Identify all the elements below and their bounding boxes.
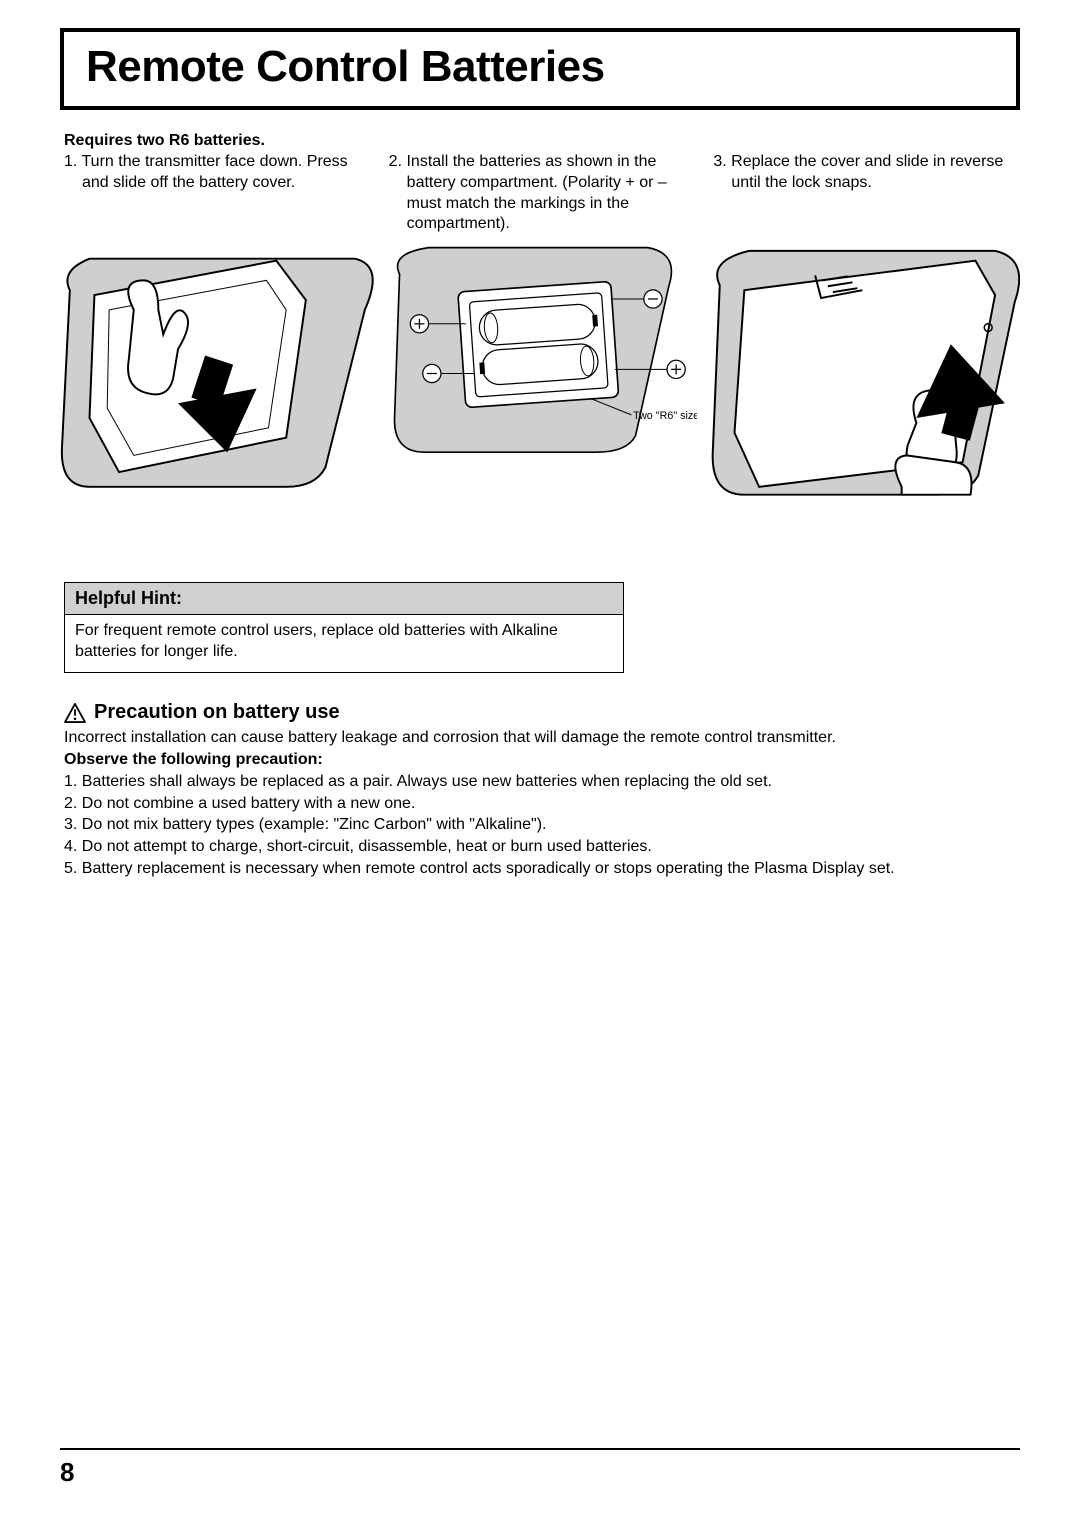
precaution-item-num: 2. xyxy=(64,795,77,812)
observe-heading: Observe the following precaution: xyxy=(64,751,1020,769)
precaution-item-num: 4. xyxy=(64,838,77,855)
precaution-item-num: 1. xyxy=(64,773,77,790)
remote-slide-off-icon xyxy=(60,241,375,497)
precaution-item-text: Do not attempt to charge, short-circuit,… xyxy=(82,838,652,855)
precaution-item: 3. Do not mix battery types (example: "Z… xyxy=(64,814,1020,836)
page: Remote Control Batteries Requires two R6… xyxy=(0,0,1080,1528)
precaution-item-text: Battery replacement is necessary when re… xyxy=(82,860,895,877)
hint-box: Helpful Hint: For frequent remote contro… xyxy=(64,582,624,674)
precaution-item-text: Batteries shall always be replaced as a … xyxy=(82,773,772,790)
precaution-item: 4. Do not attempt to charge, short-circu… xyxy=(64,836,1020,858)
step-1-num: 1. xyxy=(64,153,77,170)
warning-icon xyxy=(64,703,86,723)
hint-body: For frequent remote control users, repla… xyxy=(65,615,623,673)
step-2: 2. Install the batteries as shown in the… xyxy=(389,152,696,235)
step-1: 1. Turn the transmitter face down. Press… xyxy=(64,152,371,235)
footer-rule xyxy=(60,1448,1020,1450)
page-title: Remote Control Batteries xyxy=(86,42,994,92)
step-3-num: 3. xyxy=(713,153,726,170)
title-box: Remote Control Batteries xyxy=(60,28,1020,110)
step-1-text: Turn the transmitter face down. Press an… xyxy=(82,153,348,191)
precaution-intro: Incorrect installation can cause battery… xyxy=(64,728,1020,749)
illustration-1 xyxy=(60,241,375,502)
step-2-text: Install the batteries as shown in the ba… xyxy=(406,153,666,232)
illustration-3 xyxy=(705,241,1020,502)
precaution-item-num: 3. xyxy=(64,816,77,833)
step-3: 3. Replace the cover and slide in revers… xyxy=(713,152,1020,235)
precaution-item: 1. Batteries shall always be replaced as… xyxy=(64,771,1020,793)
battery-install-icon: Two "R6" size xyxy=(383,241,698,456)
precaution-list: 1. Batteries shall always be replaced as… xyxy=(64,771,1020,879)
precaution-item-text: Do not mix battery types (example: "Zinc… xyxy=(82,816,547,833)
page-number: 8 xyxy=(60,1457,74,1488)
precaution-item: 2. Do not combine a used battery with a … xyxy=(64,793,1020,815)
precaution-item-text: Do not combine a used battery with a new… xyxy=(82,795,416,812)
step-2-num: 2. xyxy=(389,153,402,170)
precaution-item: 5. Battery replacement is necessary when… xyxy=(64,858,1020,880)
illustration-2: Two "R6" size xyxy=(383,241,698,502)
steps-row: 1. Turn the transmitter face down. Press… xyxy=(64,152,1020,235)
requires-text: Requires two R6 batteries. xyxy=(64,132,1020,150)
remote-slide-on-icon xyxy=(705,241,1020,497)
precaution-item-num: 5. xyxy=(64,860,77,877)
illustrations-row: Two "R6" size xyxy=(60,241,1020,502)
hint-title: Helpful Hint: xyxy=(65,583,623,615)
precaution-heading: Precaution on battery use xyxy=(64,701,1020,724)
step-3-text: Replace the cover and slide in reverse u… xyxy=(731,153,1003,191)
precaution-title-text: Precaution on battery use xyxy=(94,701,340,724)
battery-size-label: Two "R6" size xyxy=(633,410,698,422)
